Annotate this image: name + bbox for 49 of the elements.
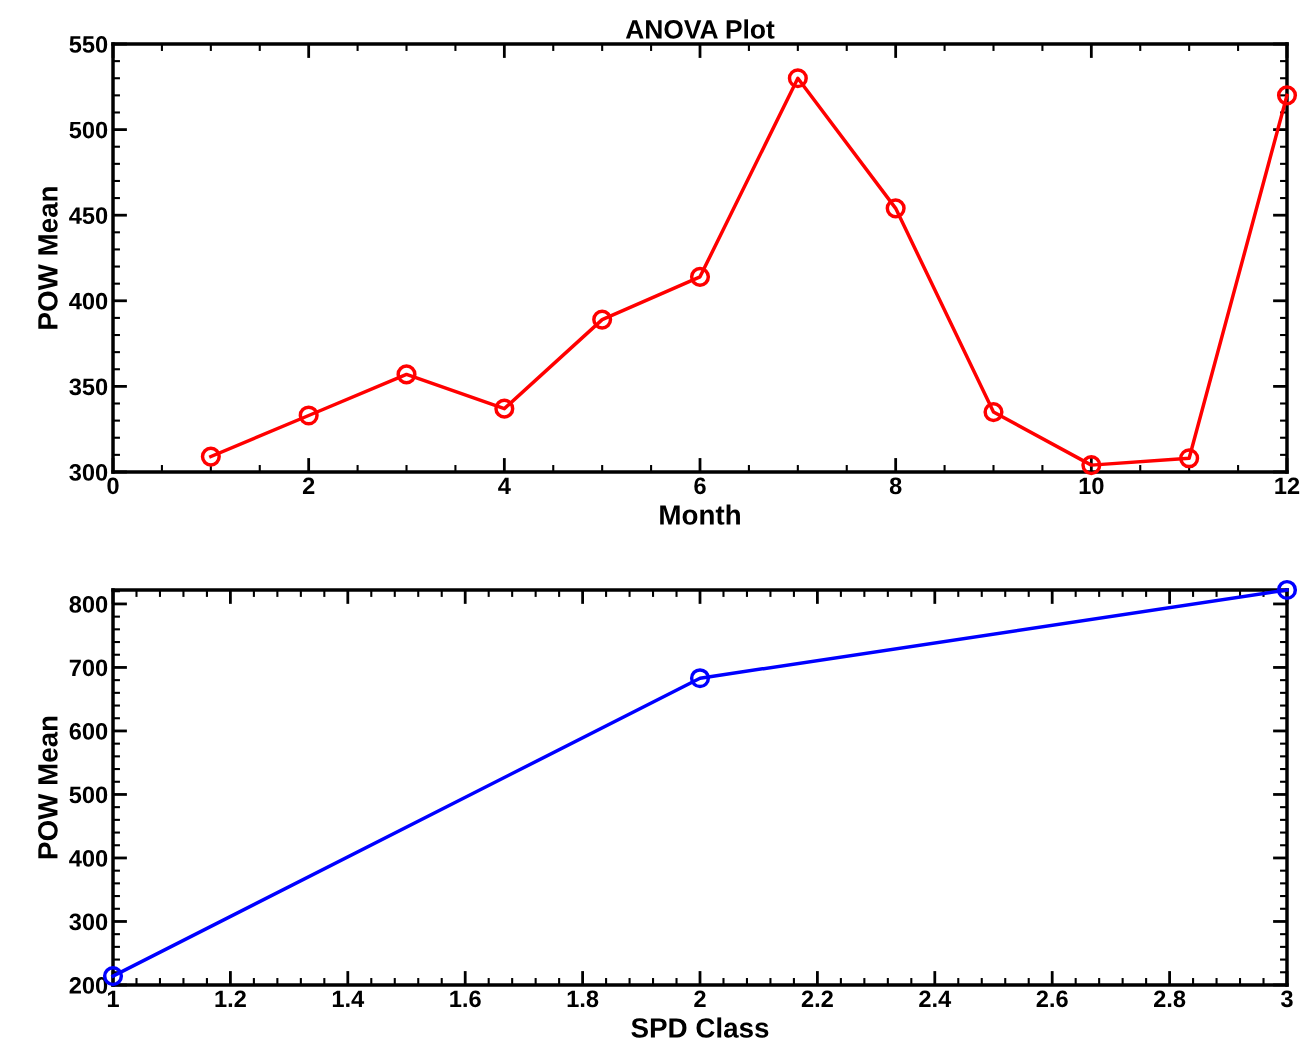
- y-tick-label: 550: [69, 36, 108, 53]
- y-axis-title: POW Mean: [38, 716, 58, 859]
- x-tick-label: 6: [694, 477, 706, 495]
- x-tick-label: 1: [107, 990, 119, 1007]
- point: [1276, 85, 1298, 106]
- y-tick-label: 200: [69, 977, 108, 994]
- point: [494, 398, 515, 419]
- point: [787, 68, 808, 89]
- x-axis-title: SPD Class: [631, 1017, 769, 1038]
- y-tick-label: 300: [69, 464, 108, 481]
- x-tick-label: 2: [694, 990, 706, 1007]
- x-tick-label: 2.8: [1154, 990, 1186, 1008]
- y-tick-label: 500: [69, 786, 108, 804]
- point: [200, 446, 221, 467]
- point: [689, 266, 711, 287]
- x-tick-label: 12: [1275, 477, 1300, 494]
- y-tick-label: 400: [69, 850, 108, 867]
- x-tick-label: 2.4: [919, 990, 952, 1007]
- y-tick-label: 300: [69, 913, 108, 931]
- x-tick-label: 3: [1280, 990, 1293, 1008]
- point: [1081, 455, 1102, 476]
- x-tick-label: 1.8: [567, 990, 599, 1008]
- y-tick-label: 600: [69, 723, 108, 740]
- point: [298, 405, 319, 426]
- x-axis-title: Month: [660, 504, 740, 525]
- y-tick-label: 500: [69, 121, 108, 139]
- point: [885, 198, 906, 219]
- x-tick-label: 2.2: [801, 990, 833, 1007]
- x-tick-label: 8: [889, 477, 902, 495]
- y-tick-label: 450: [69, 207, 108, 224]
- chart-title: ANOVA Plot: [625, 19, 775, 39]
- x-tick-label: 1.2: [215, 990, 246, 1007]
- x-tick-label: 1.6: [450, 990, 481, 1008]
- y-axis-title: POW Mean: [38, 187, 58, 329]
- x-tick-label: 4: [498, 477, 511, 494]
- x-tick-label: 2.6: [1036, 990, 1068, 1008]
- x-tick-label: 10: [1079, 477, 1104, 495]
- point: [983, 401, 1004, 423]
- point: [1179, 448, 1200, 469]
- x-tick-label: 1.4: [332, 990, 365, 1007]
- x-tick-label: 2: [302, 477, 315, 494]
- x-tick-label: 0: [107, 477, 119, 495]
- y-tick-label: 800: [69, 596, 108, 613]
- point: [689, 668, 711, 689]
- y-tick-label: 400: [69, 292, 108, 310]
- y-tick-label: 350: [69, 378, 108, 396]
- point: [592, 309, 613, 330]
- y-tick-label: 700: [69, 659, 108, 677]
- point: [396, 364, 417, 385]
